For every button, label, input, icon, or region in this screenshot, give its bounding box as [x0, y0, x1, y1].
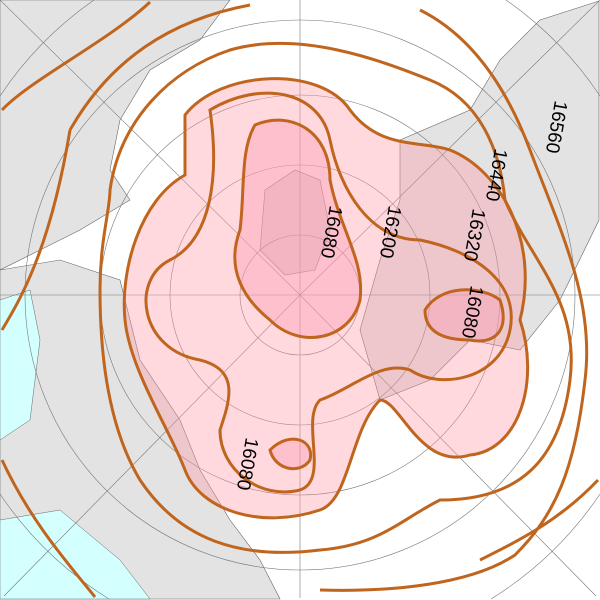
land-greenland	[259, 169, 331, 276]
contour-16080-east	[423, 288, 505, 343]
contour-16320	[122, 77, 530, 520]
contour-16080-south	[268, 437, 313, 471]
contour-16440	[98, 42, 573, 554]
contour-16560	[0, 3, 589, 592]
low-outer-fill	[124, 78, 528, 518]
contour-16080-main	[233, 118, 363, 339]
contour-16200	[144, 91, 513, 494]
land-north-america	[359, 0, 600, 401]
low-inner-fill	[234, 120, 504, 469]
